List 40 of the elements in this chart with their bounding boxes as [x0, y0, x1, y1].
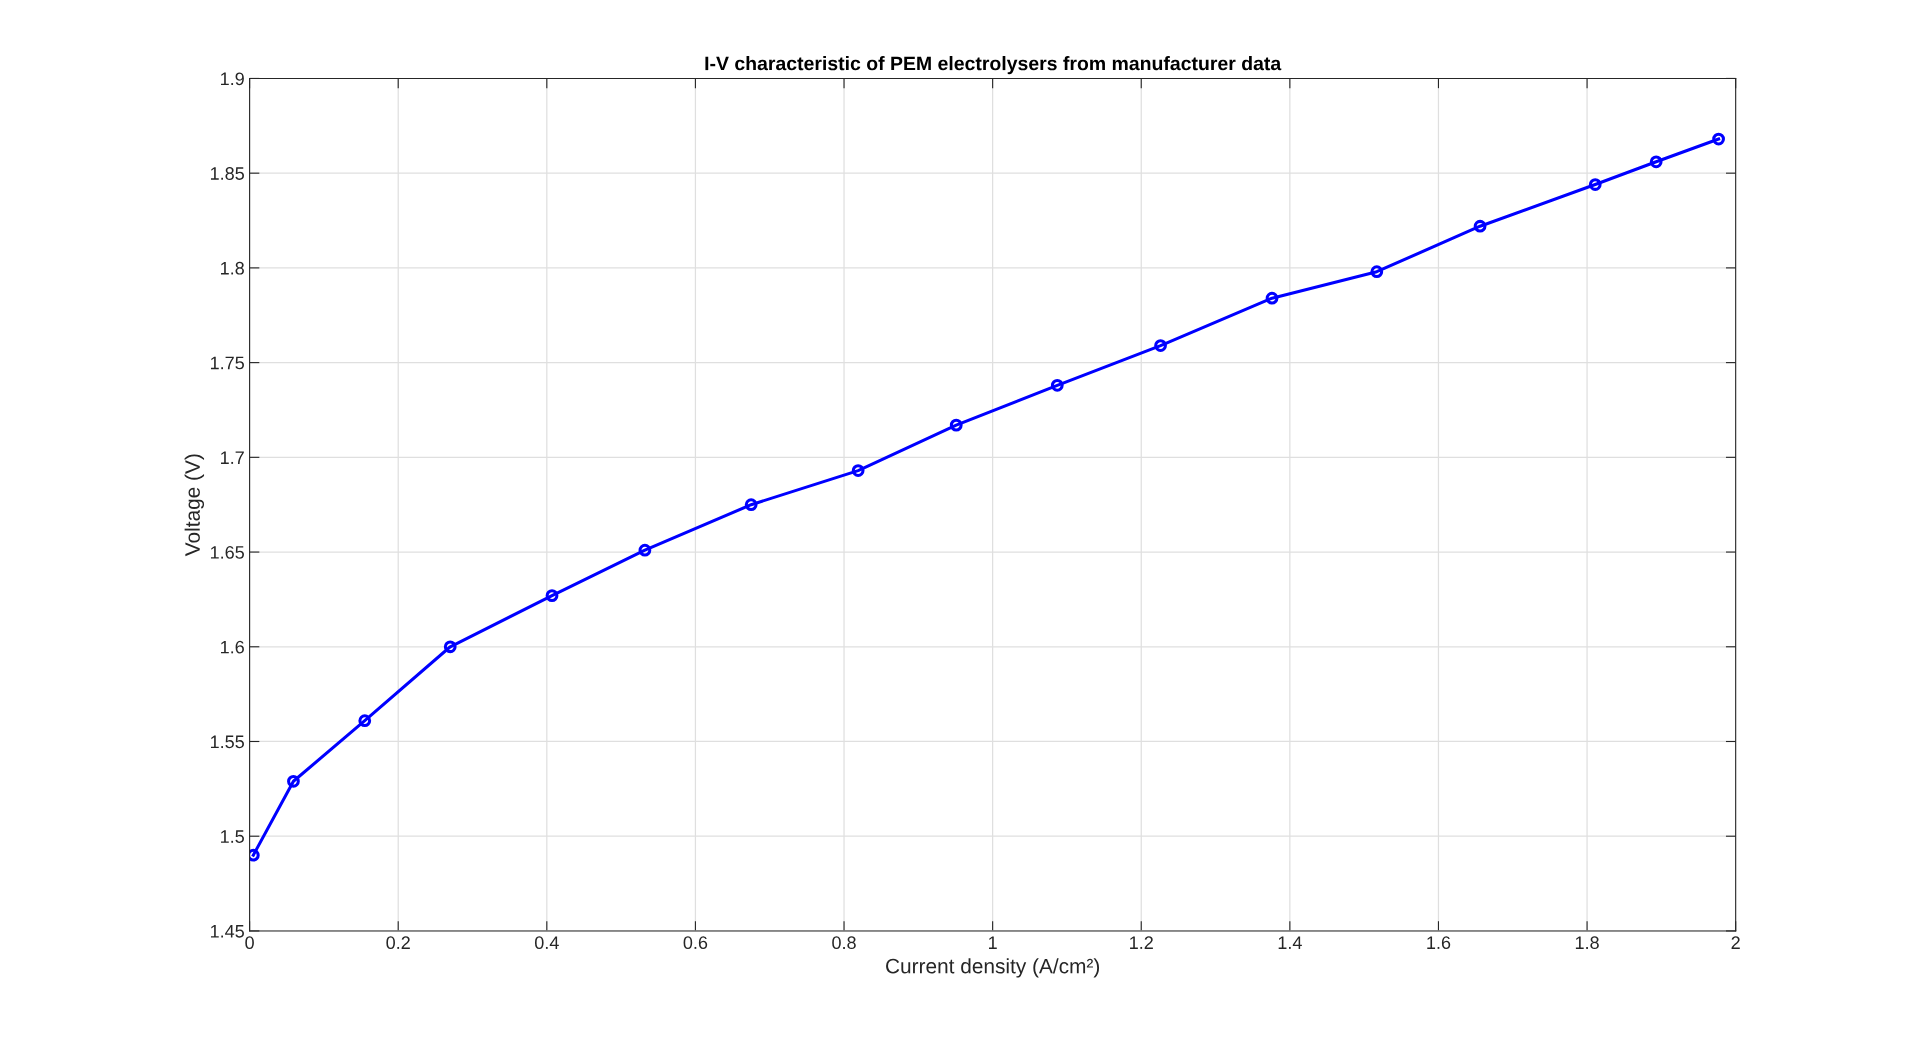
- y-axis-title: Voltage (V): [184, 454, 205, 557]
- y-tick-label: 1.65: [210, 545, 244, 559]
- x-tick-label: 1.8: [1575, 936, 1599, 950]
- y-tick-label: 1.8: [221, 261, 244, 275]
- y-tick-label: 1.9: [221, 72, 244, 86]
- x-tick-label: 0.2: [386, 936, 410, 950]
- point: [1154, 339, 1167, 352]
- y-tick-label: 1.85: [210, 167, 244, 180]
- point: [949, 418, 963, 432]
- point: [287, 774, 300, 788]
- y-tick-label: 1.55: [210, 735, 244, 749]
- x-tick-label: 1: [989, 936, 997, 949]
- x-tick-label: 1.6: [1427, 936, 1451, 950]
- y-tick-label: 1.5: [221, 830, 244, 843]
- chart-title: I-V characteristic of PEM electrolysers from manufacturer data: [705, 56, 1282, 75]
- x-tick-label: 0: [245, 936, 254, 950]
- y-tick-label: 1.7: [221, 451, 244, 464]
- point: [1712, 132, 1725, 146]
- x-tick-label: 1.4: [1278, 936, 1302, 949]
- point: [851, 464, 865, 477]
- y-tick-label: 1.45: [210, 925, 244, 938]
- point: [443, 640, 457, 654]
- x-tick-label: 0.8: [832, 936, 856, 950]
- point: [1370, 265, 1384, 279]
- point: [744, 498, 758, 512]
- point: [545, 589, 559, 603]
- y-tick-label: 1.6: [221, 640, 244, 654]
- point: [1649, 155, 1663, 169]
- point: [1050, 378, 1064, 392]
- x-tick-label: 1.2: [1130, 936, 1153, 949]
- point: [358, 714, 372, 728]
- x-tick-label: 0.4: [534, 936, 559, 950]
- point: [638, 543, 652, 557]
- point: [1588, 178, 1602, 191]
- y-tick-label: 1.75: [210, 356, 244, 370]
- x-tick-label: 2: [1731, 936, 1740, 949]
- x-axis-title: Current density (A/cm²): [886, 958, 1100, 978]
- point: [1473, 219, 1487, 233]
- point: [1265, 291, 1279, 305]
- x-tick-label: 0.6: [683, 936, 708, 950]
